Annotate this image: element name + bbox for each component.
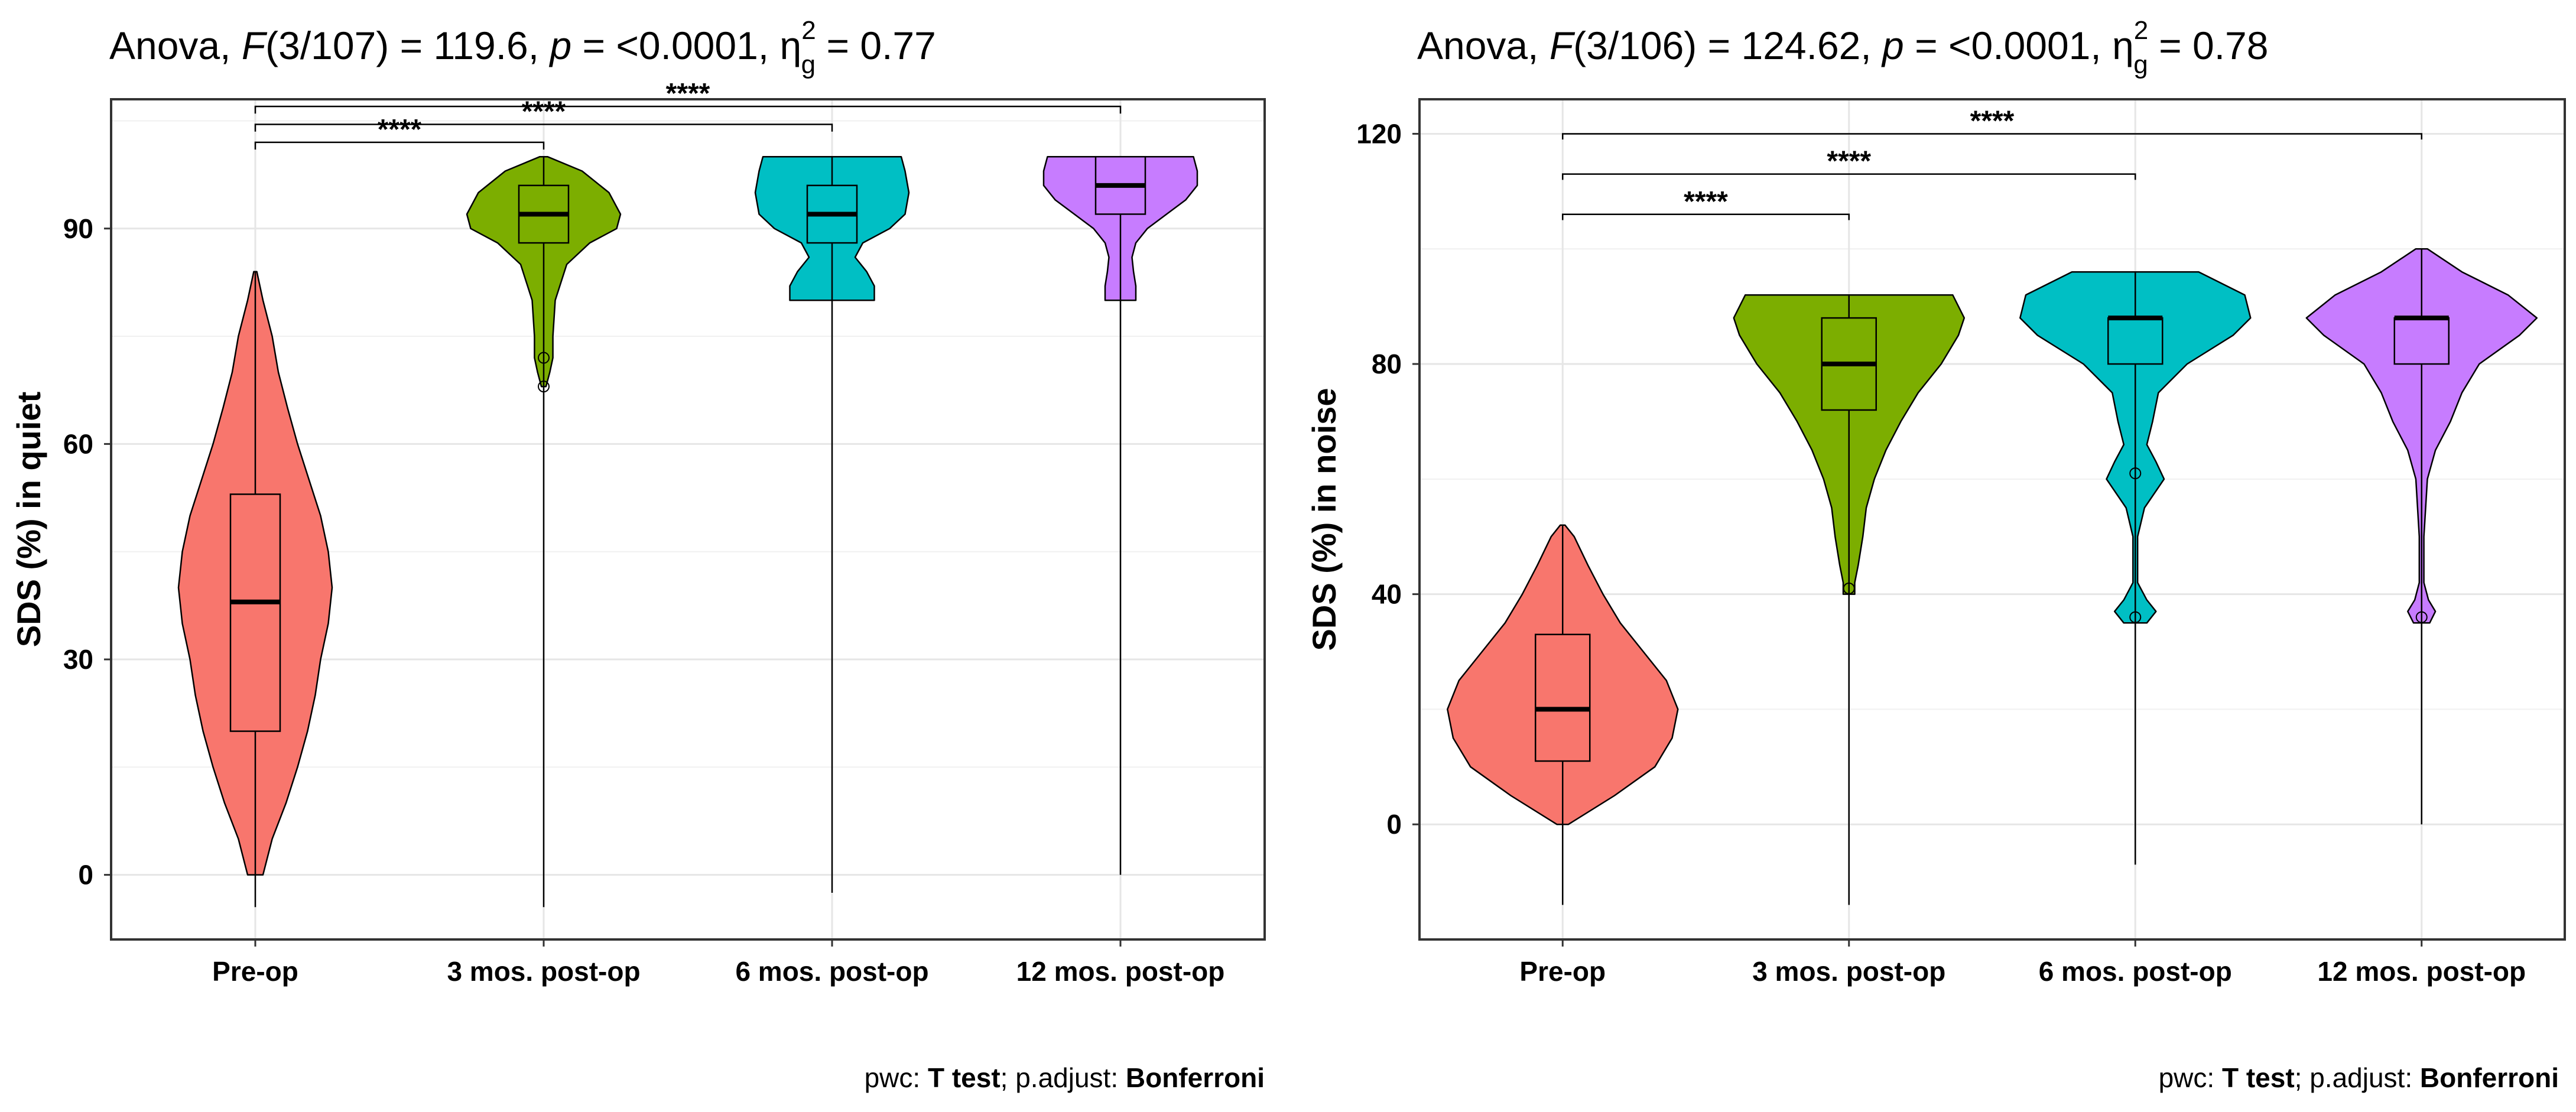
- panel-border: [1418, 98, 2566, 941]
- caption: pwc: T test; p.adjust: Bonferroni: [865, 1062, 1265, 1093]
- y-tick-label: 120: [1356, 118, 1402, 149]
- outlier-point: [1843, 582, 1855, 594]
- box-3: [2107, 317, 2164, 365]
- y-tick-label: 60: [63, 428, 93, 459]
- x-tick-label: 6 mos. post-op: [2039, 956, 2232, 987]
- caption: pwc: T test; p.adjust: Bonferroni: [2159, 1062, 2559, 1093]
- y-tick-label: 80: [1372, 349, 1402, 379]
- x-tick-label: 3 mos. post-op: [447, 956, 640, 987]
- outlier-point: [2129, 611, 2142, 623]
- y-tick-label: 0: [78, 860, 93, 890]
- outlier-point: [538, 352, 550, 364]
- box-1: [1535, 633, 1591, 762]
- x-tick-label: Pre-op: [212, 956, 298, 987]
- comparison-bracket: [254, 141, 545, 150]
- outlier-point: [538, 381, 550, 393]
- x-tick-label: 3 mos. post-op: [1752, 956, 1945, 987]
- box-4: [2393, 317, 2450, 365]
- significance-label: ****: [1684, 186, 1728, 217]
- y-axis-label: SDS (%) in noise: [1305, 388, 1343, 651]
- box-1: [229, 493, 281, 732]
- y-tick-label: 90: [63, 213, 93, 244]
- significance-label: ****: [1970, 105, 2015, 136]
- plot-panel: [1419, 99, 2565, 939]
- comparison-bracket: [1562, 213, 1850, 220]
- significance-label: ****: [522, 96, 566, 128]
- comparison-bracket: [254, 123, 833, 132]
- chart-quiet: **** **** **** 0 30 60 90 Pre-op 3 mos. post-op 6…: [10, 16, 1266, 1093]
- chart-title: Anova, F(3/106) = 124.62, p = <0.0001, η…: [1417, 16, 2268, 79]
- significance-label: ****: [1827, 146, 1871, 177]
- y-tick-label: 40: [1372, 579, 1402, 610]
- significance-label: ****: [666, 78, 710, 109]
- outlier-point: [2415, 611, 2428, 623]
- comparison-bracket: [254, 105, 1122, 114]
- x-tick-label: 12 mos. post-op: [2317, 956, 2526, 987]
- chart-title: Anova, F(3/107) = 119.6, p = <0.0001, η2…: [109, 16, 936, 79]
- x-tick-label: 12 mos. post-op: [1016, 956, 1225, 987]
- significance-label: ****: [378, 114, 422, 145]
- y-axis-label: SDS (%) in quiet: [10, 392, 47, 647]
- panel-border: [110, 98, 1266, 941]
- comparison-bracket: [1562, 133, 2422, 140]
- x-tick-label: 6 mos. post-op: [735, 956, 928, 987]
- comparison-bracket: [1562, 173, 2136, 180]
- y-tick-label: 0: [1386, 809, 1402, 840]
- chart-noise: **** **** **** 0 40 80 120 Pre-op 3 mos. post-op…: [1305, 16, 2566, 1093]
- x-tick-label: Pre-op: [1519, 956, 1606, 987]
- y-tick-label: 30: [63, 644, 93, 675]
- outlier-point: [2129, 467, 2142, 480]
